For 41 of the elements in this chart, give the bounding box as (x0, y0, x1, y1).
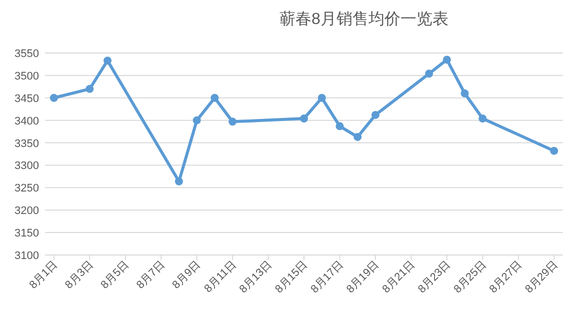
x-tick-label: 8月3日 (63, 258, 96, 292)
point (50, 94, 58, 102)
point (550, 146, 558, 155)
x-tick-label: 8月27日 (487, 258, 524, 296)
y-tick-label: 3500 (14, 70, 39, 82)
x-tick-label: 8月17日 (308, 258, 346, 296)
point (300, 114, 308, 123)
point (336, 122, 344, 130)
y-tick-label: 3450 (14, 92, 39, 105)
point (86, 84, 94, 93)
point (228, 118, 237, 126)
y-tick-label: 3400 (14, 115, 39, 128)
point (354, 132, 362, 141)
x-tick-label: 8月29日 (523, 258, 560, 296)
point (425, 70, 434, 78)
y-tick-label: 3550 (14, 48, 39, 60)
x-tick-label: 8月5日 (98, 258, 132, 292)
point (104, 56, 112, 65)
point (192, 116, 201, 124)
point (174, 177, 183, 186)
chart-title: 蕲春8月销售均价一览表 (280, 10, 448, 28)
x-tick-label: 8月11日 (202, 258, 239, 296)
x-tick-label: 8月19日 (344, 258, 382, 296)
point (442, 56, 451, 64)
x-tick-label: 8月15日 (273, 258, 310, 296)
x-tick-label: 8月25日 (452, 258, 489, 296)
x-tick-label: 8月21日 (380, 258, 418, 296)
y-tick-label: 3250 (14, 182, 39, 195)
y-tick-label: 3200 (14, 205, 39, 218)
point (478, 114, 487, 123)
x-tick-label: 8月13日 (237, 258, 274, 296)
point (318, 94, 326, 102)
point (210, 94, 219, 102)
x-tick-label: 8月9日 (170, 258, 203, 292)
y-tick-label: 3350 (14, 138, 39, 150)
y-tick-label: 3150 (14, 228, 39, 240)
y-tick-label: 3300 (14, 160, 39, 172)
x-tick-label: 8月7日 (134, 258, 168, 292)
point (371, 110, 380, 119)
point (460, 89, 469, 98)
x-tick-label: 8月23日 (416, 258, 454, 296)
